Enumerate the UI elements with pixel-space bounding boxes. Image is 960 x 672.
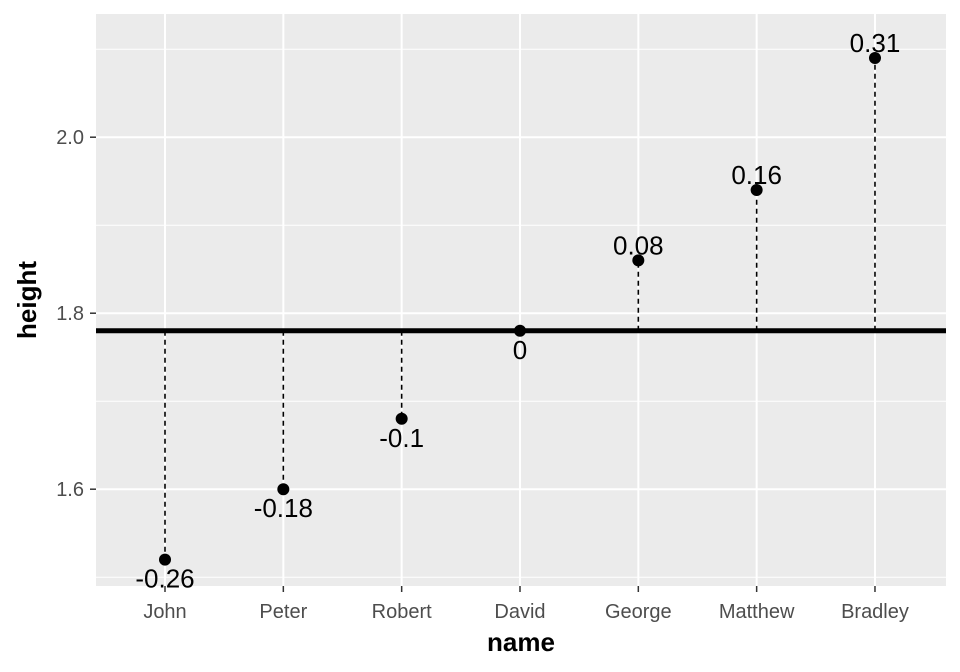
x-tick-label: Matthew [719,601,795,623]
data-point [395,412,408,425]
data-label: 0.08 [613,230,664,260]
data-label: 0.16 [731,160,782,190]
deviation-segments [164,58,876,560]
data-label: 0.31 [850,28,901,58]
x-axis: John Peter Robert David George Matthew Bradley [143,586,909,623]
x-tick-label: Peter [259,601,307,623]
x-tick-label: Bradley [841,601,909,623]
data-label: -0.18 [254,493,313,523]
y-axis: 1.6 1.8 2.0 [56,127,96,501]
data-point [159,553,171,566]
y-tick-label: 2.0 [56,127,84,149]
data-point [632,254,645,267]
x-tick-label: John [143,601,186,623]
x-tick-label: Robert [372,601,432,623]
data-point [750,184,763,196]
y-tick-label: 1.6 [56,479,84,501]
data-label: -0.1 [379,423,424,453]
minor-gridlines [96,48,946,578]
y-axis-title: height [12,261,42,339]
x-tick-label: George [605,601,672,623]
data-label: 0 [513,335,527,365]
data-points [159,52,881,566]
plot-panel [96,14,946,586]
x-axis-title: name [487,627,555,657]
y-tick-label: 1.8 [56,303,84,325]
x-tick-label: David [494,601,545,623]
data-labels: -0.26-0.18-0.100.080.160.31 [135,28,900,594]
data-point [277,483,290,496]
data-point [513,324,526,337]
data-point [868,52,881,64]
